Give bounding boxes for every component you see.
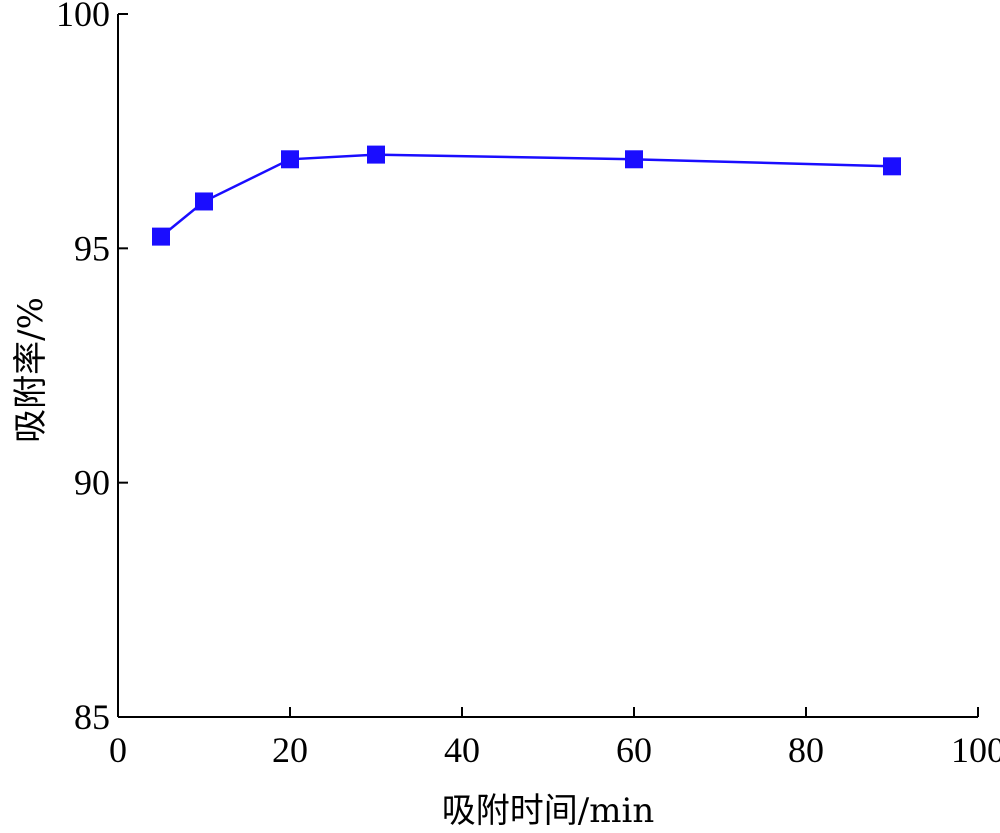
y-tick-label: 95 [74, 228, 110, 268]
data-point-marker [625, 150, 643, 169]
data-point-marker [367, 145, 385, 164]
y-ticks: 85 90 95 100 [56, 0, 128, 737]
axes [117, 14, 978, 718]
series-line [160, 153, 893, 238]
x-axis-title: 吸附时间/min [442, 791, 654, 831]
x-tick-label: 80 [788, 730, 824, 770]
x-tick-label: 20 [272, 730, 308, 770]
x-tick-label: 0 [109, 730, 127, 770]
y-tick-label: 100 [56, 0, 110, 34]
y-tick-label: 90 [74, 463, 110, 503]
y-tick-label: 85 [74, 697, 110, 737]
data-point-marker [281, 150, 299, 169]
data-point-marker [195, 192, 213, 211]
data-point-marker [152, 227, 170, 246]
x-tick-label: 40 [444, 730, 480, 770]
x-tick-label: 100 [951, 730, 1000, 770]
y-axis-title: 吸附率/% [11, 297, 51, 443]
x-ticks: 0 20 40 60 80 100 [109, 707, 1000, 770]
x-tick-label: 60 [616, 730, 652, 770]
data-point-marker [883, 157, 901, 176]
series-layer [152, 145, 901, 246]
